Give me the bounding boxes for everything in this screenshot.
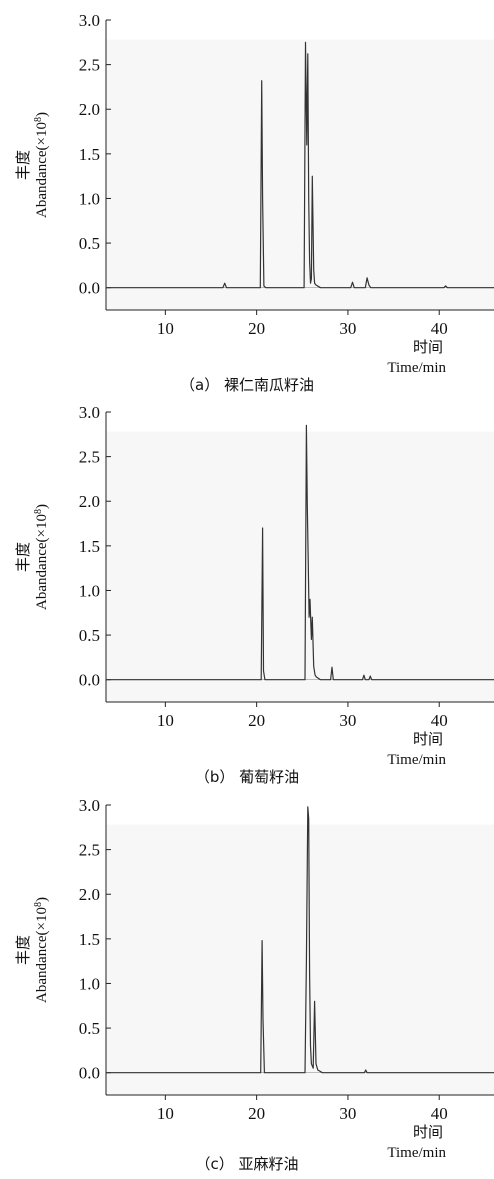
y-axis-label-main-a: Abandance(×10 (34, 122, 50, 218)
x-tick-label-a-0: 10 (157, 319, 174, 338)
x-tick-label-a-2: 30 (339, 319, 356, 338)
x-tick-label-b-3: 40 (431, 711, 448, 730)
y-tick-label-a-6: 3.0 (79, 11, 100, 30)
plot-background-c (106, 824, 494, 1095)
x-tick-label-c-2: 30 (339, 1104, 356, 1123)
series-line-b-0 (106, 424, 494, 681)
chart-svg-c: 0.0 0.5 1.0 1.5 2.0 2.5 3.0 10 20 30 40 丰度 Abandance… (14, 796, 494, 1161)
chart-panel-a: 0.0 0.5 1.0 1.5 2.0 2.5 3.0 10 20 30 40 丰度 Abandance… (0, 0, 494, 394)
y-tick-label-b-2: 1.0 (79, 581, 100, 600)
y-axis-label-close-a: ) (34, 112, 50, 117)
x-tick-label-c-0: 10 (157, 1104, 174, 1123)
y-tick-label-c-1: 0.5 (79, 1019, 100, 1038)
y-tick-label-b-3: 1.5 (79, 537, 100, 556)
chart-svg-a: 0.0 0.5 1.0 1.5 2.0 2.5 3.0 10 20 30 40 丰度 Abandance… (14, 11, 494, 376)
y-tick-label-a-0: 0.0 (79, 279, 100, 298)
y-axis-label-exp-c: 8 (33, 902, 44, 907)
x-tick-label-a-1: 20 (248, 319, 265, 338)
plot-background-b (106, 431, 494, 702)
x-tick-label-b-2: 30 (339, 711, 356, 730)
y-tick-label-a-2: 1.0 (79, 189, 100, 208)
y-axis-label-exp-b: 8 (33, 509, 44, 514)
y-axis-label-cn-a: 丰度 (14, 150, 32, 180)
y-tick-label-a-1: 0.5 (79, 234, 100, 253)
x-axis-label-a: Time/min (387, 360, 446, 376)
y-axis-label-cn-c: 丰度 (14, 935, 32, 965)
y-tick-label-b-5: 2.5 (79, 448, 100, 467)
y-tick-label-a-5: 2.5 (79, 56, 100, 75)
x-tick-label-b-1: 20 (248, 711, 265, 730)
y-axis-label-close-c: ) (34, 897, 50, 902)
chart-panel-b: 0.0 0.5 1.0 1.5 2.0 2.5 3.0 10 20 30 40 丰度 Abandance… (0, 392, 494, 786)
x-axis-label-cn-a: 时间 (413, 338, 443, 356)
y-tick-label-c-2: 1.0 (79, 974, 100, 993)
x-tick-label-b-0: 10 (157, 711, 174, 730)
x-tick-label-c-3: 40 (431, 1104, 448, 1123)
series-line-c-0 (106, 806, 494, 1074)
y-tick-label-b-4: 2.0 (79, 492, 100, 511)
y-axis-label-close-b: ) (34, 504, 50, 509)
y-axis-label-a: Abandance(×108) (33, 112, 51, 218)
y-axis-label-cn-b: 丰度 (14, 542, 32, 572)
y-tick-label-b-6: 3.0 (79, 403, 100, 422)
y-tick-label-b-0: 0.0 (79, 671, 100, 690)
y-axis-label-b: Abandance(×108) (33, 504, 51, 610)
y-axis-label-exp-a: 8 (33, 117, 44, 122)
series-line-a-0 (106, 41, 494, 289)
caption-b: （b） 葡萄籽油 (194, 768, 300, 786)
x-axis-label-b: Time/min (387, 752, 446, 768)
y-tick-label-c-0: 0.0 (79, 1064, 100, 1083)
x-axis-label-c: Time/min (387, 1145, 446, 1161)
caption-c: （c） 亚麻籽油 (195, 1155, 299, 1173)
y-tick-label-c-5: 2.5 (79, 841, 100, 860)
y-tick-label-a-3: 1.5 (79, 145, 100, 164)
y-axis-label-main-c: Abandance(×10 (34, 907, 50, 1003)
y-tick-label-c-3: 1.5 (79, 930, 100, 949)
plot-background-a (106, 39, 494, 310)
y-tick-label-a-4: 2.0 (79, 100, 100, 119)
y-tick-label-b-1: 0.5 (79, 626, 100, 645)
y-axis-label-c: Abandance(×108) (33, 897, 51, 1003)
y-axis-label-main-b: Abandance(×10 (34, 514, 50, 610)
x-tick-label-c-1: 20 (248, 1104, 265, 1123)
y-axis-label-group-b: 丰度 Abandance(×108) (14, 504, 50, 610)
y-tick-label-c-6: 3.0 (79, 796, 100, 815)
caption-a: （a） 裸仁南瓜籽油 (180, 376, 314, 394)
chart-svg-b: 0.0 0.5 1.0 1.5 2.0 2.5 3.0 10 20 30 40 丰度 Abandance… (14, 403, 494, 768)
x-axis-label-cn-c: 时间 (413, 1123, 443, 1141)
x-axis-label-cn-b: 时间 (413, 730, 443, 748)
y-axis-label-group-c: 丰度 Abandance(×108) (14, 897, 50, 1003)
y-axis-label-group-a: 丰度 Abandance(×108) (14, 112, 50, 218)
x-tick-label-a-3: 40 (431, 319, 448, 338)
y-tick-label-c-4: 2.0 (79, 885, 100, 904)
chart-panel-c: 0.0 0.5 1.0 1.5 2.0 2.5 3.0 10 20 30 40 丰度 Abandance… (0, 785, 494, 1175)
